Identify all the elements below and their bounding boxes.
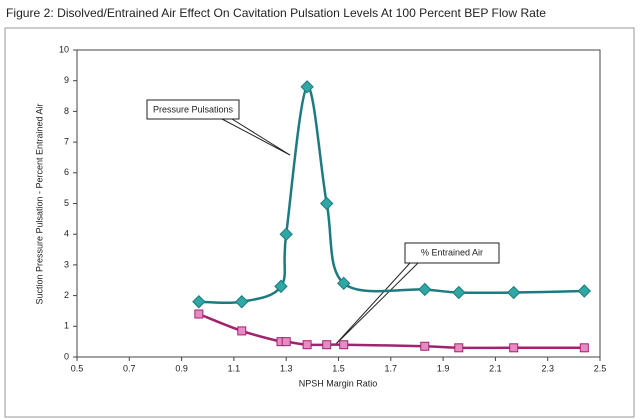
y-axis-label: Suction Pressure Pulsation - Percent Ent… [34, 103, 44, 304]
y-tick-label: 3 [64, 259, 69, 269]
x-tick-label: 2.5 [594, 363, 607, 373]
marker [235, 295, 249, 309]
marker [418, 282, 432, 297]
callout-box [404, 242, 500, 264]
annotation: Pressure Pulsations [153, 104, 234, 114]
x-tick-label: 1.7 [385, 363, 398, 373]
marker [337, 276, 351, 291]
marker [579, 343, 589, 353]
series-line [198, 85, 585, 305]
marker [452, 285, 466, 300]
y-tick-label: 7 [64, 136, 69, 146]
x-tick-label: 1.1 [228, 363, 241, 373]
marker [192, 295, 206, 309]
frame [4, 27, 635, 418]
callout-arrow [221, 118, 291, 156]
y-tick-label: 8 [64, 106, 69, 116]
annotation: % Entrained Air [421, 247, 483, 257]
x-tick-label: 1.5 [332, 363, 345, 373]
x-tick-label: 0.9 [175, 363, 188, 373]
chart-title: Figure 2: Disolved/Entrained Air Effect … [6, 6, 546, 20]
marker [454, 343, 464, 353]
marker [274, 279, 288, 294]
marker [302, 340, 312, 350]
series-line [198, 312, 585, 350]
marker [506, 285, 521, 300]
marker [237, 326, 247, 336]
callout-box [146, 99, 240, 120]
marker [300, 80, 314, 94]
x-axis-label: NPSH Margin Ratio [299, 378, 378, 388]
marker [339, 340, 349, 350]
x-tick-label: 2.1 [489, 363, 502, 373]
marker [281, 337, 291, 347]
y-tick-label: 5 [64, 198, 69, 208]
x-tick-label: 1.9 [437, 363, 450, 373]
plot-area [76, 49, 601, 358]
y-tick-label: 1 [64, 321, 69, 331]
y-tick-label: 4 [64, 229, 69, 239]
callouts [146, 99, 500, 346]
marker [577, 284, 592, 298]
x-tick-label: 2.3 [541, 363, 554, 373]
x-tick-label: 1.3 [280, 363, 293, 373]
x-tick-label: 0.5 [71, 363, 84, 373]
y-tick-label: 2 [64, 290, 69, 300]
marker [194, 309, 204, 319]
y-tick-label: 0 [64, 351, 69, 361]
y-tick-label: 9 [64, 75, 69, 85]
marker [320, 196, 334, 211]
marker [279, 227, 293, 241]
callout-arrow [334, 262, 419, 346]
marker [322, 340, 332, 350]
y-tick-label: 10 [59, 44, 69, 54]
marker [420, 341, 430, 351]
y-tick-label: 6 [64, 167, 69, 177]
x-tick-label: 0.7 [123, 363, 136, 373]
marker [509, 343, 519, 353]
